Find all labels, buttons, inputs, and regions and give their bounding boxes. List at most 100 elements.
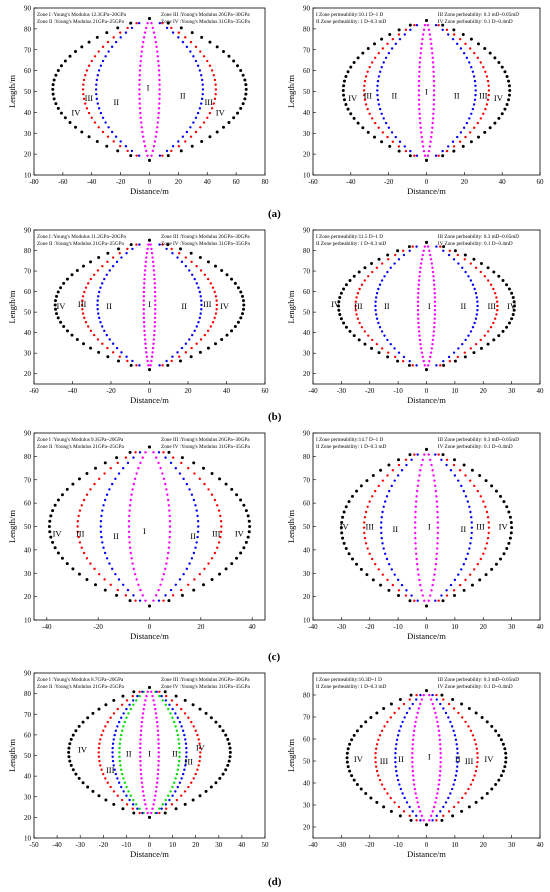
data-point bbox=[347, 500, 351, 504]
y-axis-label: Length/m bbox=[7, 739, 17, 772]
data-point bbox=[97, 126, 100, 129]
data-point bbox=[408, 359, 411, 363]
data-point bbox=[157, 768, 160, 771]
y-tick-label: 30 bbox=[303, 570, 311, 578]
data-point bbox=[483, 46, 487, 50]
data-point bbox=[55, 294, 59, 298]
data-point bbox=[84, 102, 87, 105]
data-point bbox=[212, 102, 215, 105]
data-point bbox=[380, 330, 384, 333]
zone-annotation: III Zone perbeability: 0.3 mD~0.05mD bbox=[438, 677, 519, 683]
data-point bbox=[500, 65, 504, 69]
data-point bbox=[213, 498, 217, 502]
x-tick-label: 0 bbox=[425, 841, 429, 849]
data-point bbox=[415, 495, 418, 498]
data-point bbox=[69, 737, 73, 741]
data-point bbox=[416, 599, 419, 602]
data-point bbox=[122, 790, 125, 793]
data-point bbox=[476, 489, 479, 493]
data-point bbox=[445, 28, 449, 32]
data-point bbox=[430, 42, 433, 46]
data-point bbox=[145, 252, 149, 255]
x-tick-label: 60 bbox=[233, 178, 241, 186]
zone-label: IV bbox=[340, 522, 350, 532]
x-tick-label: 0 bbox=[425, 387, 429, 395]
data-point bbox=[477, 42, 481, 46]
data-point bbox=[177, 36, 180, 39]
data-point bbox=[56, 68, 60, 72]
data-point bbox=[413, 531, 417, 535]
data-point bbox=[101, 509, 104, 512]
data-point bbox=[81, 312, 85, 315]
data-point bbox=[473, 568, 476, 571]
data-point bbox=[133, 572, 137, 576]
data-point bbox=[357, 270, 361, 274]
data-point bbox=[51, 87, 55, 91]
x-tick-label: 10 bbox=[169, 841, 177, 849]
data-point bbox=[437, 23, 440, 27]
data-point bbox=[350, 738, 354, 742]
data-point bbox=[413, 787, 417, 791]
data-point bbox=[194, 116, 198, 120]
data-point bbox=[510, 317, 514, 321]
data-point bbox=[81, 295, 85, 298]
data-point bbox=[116, 247, 120, 251]
data-point bbox=[144, 264, 147, 268]
data-point bbox=[142, 286, 146, 289]
zone-label: II bbox=[455, 754, 461, 764]
data-point bbox=[142, 794, 145, 797]
data-point bbox=[366, 130, 370, 134]
zone-annotation: I Zone permeability:11.5 D~1 D bbox=[316, 234, 383, 240]
data-point bbox=[195, 264, 198, 268]
data-point bbox=[219, 535, 222, 539]
data-point bbox=[143, 703, 146, 706]
data-point bbox=[379, 583, 383, 587]
data-point bbox=[395, 738, 399, 742]
data-point bbox=[436, 720, 439, 724]
data-point bbox=[68, 121, 72, 125]
data-point bbox=[505, 505, 509, 509]
data-point bbox=[419, 693, 422, 697]
data-point bbox=[177, 764, 180, 767]
data-point bbox=[458, 37, 462, 41]
data-point bbox=[405, 589, 408, 592]
data-point bbox=[165, 149, 169, 153]
data-point bbox=[435, 716, 438, 719]
data-point bbox=[132, 798, 135, 802]
data-point bbox=[393, 355, 397, 359]
row-label-b: (b) bbox=[268, 411, 282, 423]
data-point bbox=[435, 557, 438, 561]
data-point bbox=[425, 368, 428, 372]
data-point bbox=[484, 70, 487, 74]
data-point bbox=[495, 313, 498, 316]
x-tick-label: 40 bbox=[537, 387, 545, 395]
data-point bbox=[201, 88, 205, 91]
data-point bbox=[106, 260, 109, 264]
data-point bbox=[134, 599, 137, 602]
data-point bbox=[441, 28, 444, 32]
data-point bbox=[168, 509, 171, 512]
x-tick-label: 0 bbox=[148, 841, 152, 849]
zone-label: IV bbox=[354, 754, 364, 764]
data-point bbox=[337, 308, 341, 312]
data-point bbox=[128, 509, 131, 512]
chart-panel-6: -40 -30 -20 -10 0 10 20 30 40102030405060708090D… bbox=[286, 430, 544, 642]
data-point bbox=[141, 811, 144, 815]
data-point bbox=[393, 711, 396, 715]
data-point bbox=[411, 810, 414, 813]
data-point bbox=[97, 69, 101, 72]
data-point bbox=[441, 599, 445, 603]
data-point bbox=[393, 479, 396, 482]
data-point bbox=[143, 144, 147, 148]
data-point bbox=[141, 594, 144, 597]
data-point bbox=[452, 589, 456, 592]
data-point bbox=[150, 690, 153, 693]
data-point bbox=[96, 303, 99, 307]
data-point bbox=[396, 359, 400, 363]
data-point bbox=[433, 484, 437, 488]
data-point bbox=[176, 351, 179, 354]
data-point bbox=[110, 45, 114, 49]
y-tick-label: 80 bbox=[24, 25, 32, 33]
data-point bbox=[486, 79, 490, 83]
data-point bbox=[190, 144, 194, 148]
